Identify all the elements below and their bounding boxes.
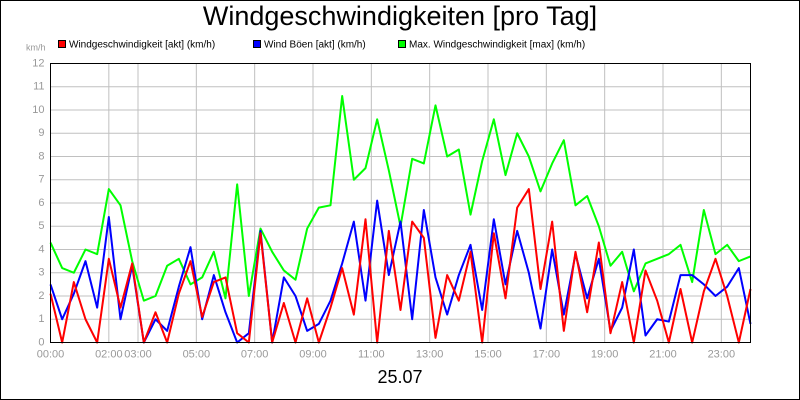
y-tick-label: 7: [38, 174, 44, 186]
x-tick-label: 05:00: [183, 348, 211, 360]
x-tick-label: 19:00: [591, 348, 619, 360]
x-tick-label: 15:00: [474, 348, 502, 360]
x-axis-label: 25.07: [377, 367, 422, 387]
y-tick-label: 8: [38, 150, 44, 162]
y-tick-label: 6: [38, 197, 44, 209]
y-tick-label: 11: [33, 81, 44, 93]
x-tick-label: 09:00: [299, 348, 327, 360]
y-tick-label: 2: [38, 290, 44, 302]
y-axis-label: km/h: [26, 42, 46, 52]
legend-label: Max. Windgeschwindigkeit [max] (km/h): [409, 40, 585, 51]
y-tick-label: 4: [38, 243, 44, 255]
plot-border: [50, 63, 751, 343]
x-tick-label: 17:00: [533, 348, 561, 360]
x-tick-label: 21:00: [649, 348, 677, 360]
data-line: [49, 199, 752, 344]
y-tick-label: 0: [38, 336, 44, 348]
legend-swatch: [58, 40, 66, 48]
legend-label: Wind Böen [akt] (km/h): [264, 40, 366, 51]
legend-swatch: [398, 40, 406, 48]
chart-title: Windgeschwindigkeiten [pro Tag]: [203, 1, 597, 31]
y-tick-label: 9: [38, 127, 44, 139]
x-tick-label: 00:00: [37, 348, 65, 360]
y-tick-label: 12: [32, 57, 44, 69]
y-tick-label: 5: [38, 220, 44, 232]
legend-swatch: [253, 40, 261, 48]
x-tick-label: 11:00: [358, 348, 385, 360]
x-tick-label: 23:00: [708, 348, 736, 360]
y-tick-label: 1: [38, 313, 44, 325]
x-tick-label: 03:00: [124, 348, 152, 360]
x-tick-label: 07:00: [241, 348, 269, 360]
y-tick-label: 10: [32, 104, 44, 116]
legend: Windgeschwindigkeit [akt] (km/h) Wind Böe…: [58, 40, 585, 51]
legend-label: Windgeschwindigkeit [akt] (km/h): [69, 40, 215, 51]
x-tick-label: 02:00: [95, 348, 123, 360]
x-tick-label: 13:00: [416, 348, 444, 360]
y-tick-label: 3: [38, 267, 44, 279]
